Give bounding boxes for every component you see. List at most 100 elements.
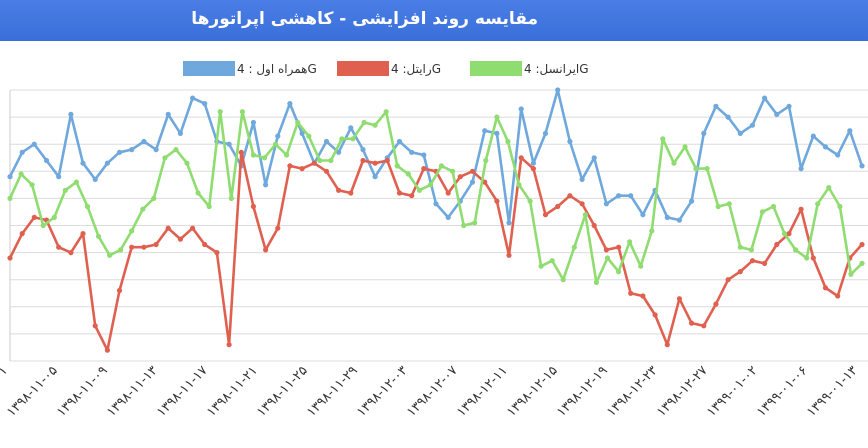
data-point	[239, 109, 245, 115]
data-point	[129, 228, 135, 234]
data-point	[445, 214, 451, 220]
legend-label: ایرانسل: 4G	[524, 62, 589, 77]
grid-lines	[9, 89, 868, 362]
data-point	[859, 241, 865, 248]
data-point	[737, 244, 743, 250]
x-tick-label: ۱۳۹۸-۱۱-۰۵	[4, 363, 61, 420]
data-point	[759, 209, 766, 215]
data-point	[19, 149, 25, 155]
data-point	[361, 119, 367, 126]
data-point	[162, 155, 168, 161]
data-point	[92, 176, 98, 182]
data-point	[774, 241, 780, 248]
data-point	[640, 293, 646, 299]
data-point	[494, 114, 500, 120]
data-point	[350, 136, 356, 142]
data-point	[664, 342, 670, 348]
data-point	[396, 138, 403, 145]
x-tick-label: ۱۳۹۸-۱۲-۰۷	[404, 363, 461, 420]
data-point	[263, 182, 269, 188]
data-point	[306, 133, 312, 139]
data-point	[616, 193, 622, 199]
data-point	[206, 203, 212, 210]
data-point	[567, 193, 573, 199]
data-point	[311, 160, 317, 166]
data-point	[472, 220, 478, 226]
data-point	[748, 247, 755, 253]
data-point	[29, 182, 35, 188]
data-point	[116, 287, 123, 294]
data-point	[250, 203, 256, 210]
x-tick-label: ۱۳۹۸-۱۱-۰۹	[54, 363, 111, 420]
legend-label: همراه اول : 4G	[237, 62, 317, 77]
data-point	[7, 195, 13, 201]
data-point	[749, 122, 756, 128]
data-point	[405, 171, 411, 177]
data-point	[202, 241, 208, 248]
data-point	[815, 201, 821, 207]
data-point	[582, 212, 589, 218]
data-point	[567, 138, 573, 145]
data-point	[822, 144, 829, 150]
data-point	[202, 101, 208, 107]
data-point	[336, 187, 342, 193]
data-point	[228, 195, 234, 201]
data-point	[781, 231, 788, 237]
data-point	[848, 271, 854, 277]
data-point	[214, 250, 220, 256]
data-point	[19, 231, 25, 237]
data-point	[530, 166, 537, 172]
data-point	[603, 247, 610, 253]
data-point	[421, 152, 427, 158]
data-point	[141, 138, 147, 145]
data-point	[295, 119, 301, 126]
data-point	[689, 198, 695, 204]
data-point	[372, 122, 378, 128]
data-point	[226, 141, 232, 147]
data-point	[494, 130, 500, 136]
data-point	[273, 141, 279, 147]
data-point	[43, 157, 50, 164]
data-point	[129, 244, 135, 250]
data-point	[762, 95, 768, 101]
data-point	[250, 152, 256, 158]
data-point	[664, 214, 670, 220]
data-point	[810, 255, 816, 261]
data-point	[31, 214, 37, 220]
data-point	[56, 174, 62, 180]
data-point	[461, 222, 467, 229]
data-point	[284, 152, 290, 158]
legend-swatch	[183, 61, 235, 76]
data-point	[177, 130, 183, 136]
data-point	[725, 277, 731, 283]
x-tick-label: ۱۳۹۹-۰۱-۰۶	[754, 363, 811, 420]
chart-header: مقایسه روند افزایشی - کاهشی اپراتورها	[0, 0, 868, 41]
data-point	[826, 185, 832, 191]
data-point	[505, 138, 511, 145]
data-point	[328, 157, 334, 164]
x-tick-label: ۱۳۹۸-۱۱-۲۵	[254, 363, 311, 420]
data-point	[506, 220, 512, 226]
data-point	[217, 109, 223, 115]
data-point	[427, 182, 434, 188]
data-point	[603, 201, 610, 207]
data-point	[616, 244, 622, 250]
data-point	[737, 130, 743, 136]
data-point	[31, 141, 37, 147]
data-point	[323, 168, 330, 174]
chart-title: مقایسه روند افزایشی - کاهشی اپراتورها	[191, 9, 538, 29]
data-point	[774, 111, 780, 117]
data-point	[786, 231, 792, 237]
data-point	[433, 201, 439, 207]
data-point	[336, 149, 342, 155]
data-point	[837, 203, 843, 210]
data-point	[51, 214, 57, 220]
x-tick-label: ۱۳۹۹-۰۱-۰۲	[704, 363, 761, 420]
data-point	[713, 103, 719, 109]
series-line-2	[8, 110, 863, 284]
data-point	[469, 179, 476, 185]
data-point	[250, 119, 256, 126]
data-point	[762, 260, 768, 266]
data-point	[263, 247, 269, 253]
data-point	[107, 252, 113, 258]
